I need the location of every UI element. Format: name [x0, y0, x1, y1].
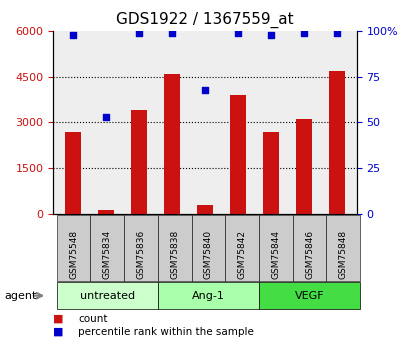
- Bar: [295, 119, 311, 214]
- Bar: [326, 215, 359, 281]
- Text: Ang-1: Ang-1: [191, 291, 224, 300]
- Bar: [65, 132, 81, 214]
- Text: ■: ■: [53, 314, 64, 324]
- Bar: [328, 71, 344, 214]
- Bar: [191, 215, 225, 281]
- Bar: [157, 282, 258, 309]
- Text: GSM75840: GSM75840: [203, 230, 212, 279]
- Point: [201, 87, 208, 92]
- Bar: [163, 74, 180, 214]
- Bar: [262, 132, 279, 214]
- Point: [103, 114, 109, 120]
- Point: [234, 30, 240, 36]
- Bar: [225, 215, 258, 281]
- Text: GSM75842: GSM75842: [237, 230, 246, 279]
- Point: [267, 32, 274, 38]
- Text: GSM75836: GSM75836: [136, 230, 145, 279]
- Bar: [196, 205, 213, 214]
- Text: GDS1922 / 1367559_at: GDS1922 / 1367559_at: [116, 12, 293, 28]
- Bar: [258, 282, 359, 309]
- Point: [169, 30, 175, 36]
- Point: [70, 32, 76, 38]
- Text: GSM75846: GSM75846: [304, 230, 313, 279]
- Bar: [98, 210, 114, 214]
- Bar: [90, 215, 124, 281]
- Text: GSM75848: GSM75848: [338, 230, 347, 279]
- Bar: [292, 215, 326, 281]
- Text: ■: ■: [53, 327, 64, 337]
- Text: agent: agent: [4, 291, 36, 300]
- Text: VEGF: VEGF: [294, 291, 324, 300]
- Text: GSM75844: GSM75844: [271, 230, 280, 279]
- Text: count: count: [78, 314, 107, 324]
- Bar: [229, 95, 246, 214]
- Point: [333, 30, 339, 36]
- Bar: [258, 215, 292, 281]
- Bar: [130, 110, 147, 214]
- Text: GSM75834: GSM75834: [103, 230, 112, 279]
- Text: GSM75548: GSM75548: [69, 230, 78, 279]
- Text: GSM75838: GSM75838: [170, 230, 179, 279]
- Point: [135, 30, 142, 36]
- Text: percentile rank within the sample: percentile rank within the sample: [78, 327, 253, 337]
- Bar: [56, 215, 90, 281]
- Bar: [56, 282, 157, 309]
- Point: [300, 30, 306, 36]
- Bar: [157, 215, 191, 281]
- Bar: [124, 215, 157, 281]
- Text: untreated: untreated: [79, 291, 135, 300]
